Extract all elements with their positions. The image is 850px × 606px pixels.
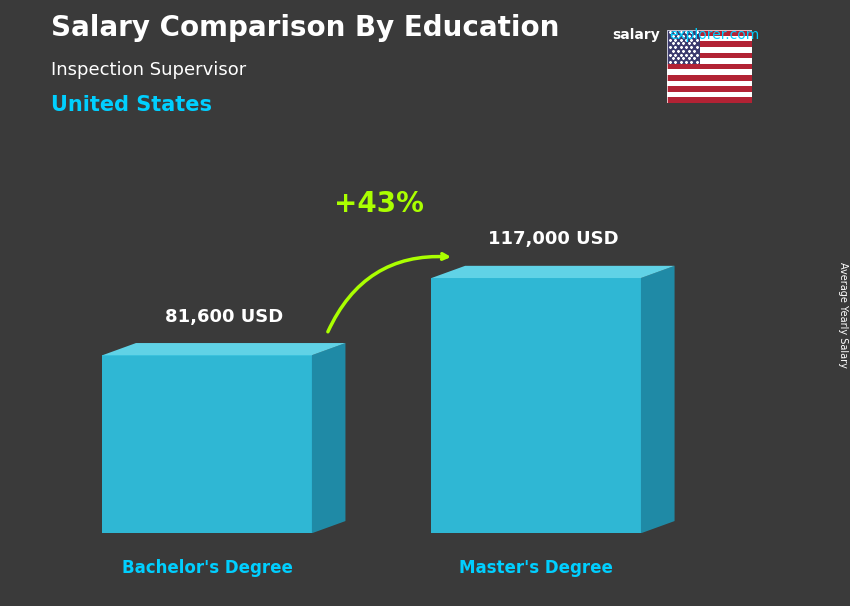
Polygon shape bbox=[432, 278, 641, 533]
Polygon shape bbox=[102, 343, 345, 355]
Text: 81,600 USD: 81,600 USD bbox=[165, 308, 283, 325]
Text: explorer.com: explorer.com bbox=[669, 28, 759, 42]
Text: Bachelor's Degree: Bachelor's Degree bbox=[122, 559, 292, 578]
Bar bbox=[667, 30, 752, 36]
Bar bbox=[667, 58, 752, 64]
Polygon shape bbox=[102, 355, 312, 533]
Bar bbox=[667, 47, 752, 53]
Bar bbox=[667, 86, 752, 92]
Text: Average Yearly Salary: Average Yearly Salary bbox=[838, 262, 847, 368]
Text: 117,000 USD: 117,000 USD bbox=[488, 230, 618, 248]
Bar bbox=[667, 98, 752, 103]
Polygon shape bbox=[432, 266, 675, 278]
Bar bbox=[667, 30, 700, 64]
Text: Master's Degree: Master's Degree bbox=[459, 559, 613, 578]
Bar bbox=[667, 41, 752, 47]
Text: Inspection Supervisor: Inspection Supervisor bbox=[51, 61, 246, 79]
Polygon shape bbox=[312, 343, 345, 533]
Bar bbox=[667, 75, 752, 81]
Bar bbox=[667, 70, 752, 75]
Bar bbox=[667, 36, 752, 41]
Text: United States: United States bbox=[51, 95, 212, 115]
Text: salary: salary bbox=[612, 28, 660, 42]
Bar bbox=[667, 53, 752, 58]
Bar bbox=[667, 81, 752, 86]
Text: Salary Comparison By Education: Salary Comparison By Education bbox=[51, 15, 559, 42]
Polygon shape bbox=[641, 266, 675, 533]
Bar bbox=[667, 92, 752, 98]
Bar bbox=[667, 64, 752, 70]
Text: +43%: +43% bbox=[334, 190, 424, 218]
